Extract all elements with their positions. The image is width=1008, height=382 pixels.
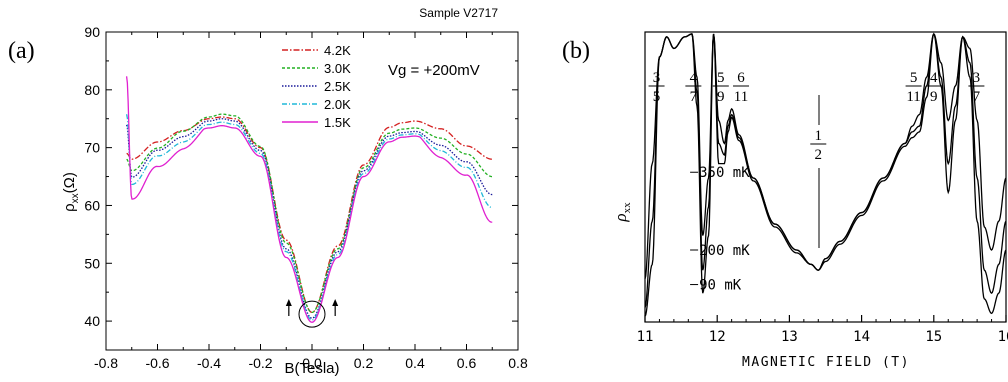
fraction-denominator: 5: [653, 89, 661, 105]
x-axis-b: 11 12 13 14 15 16: [637, 315, 1008, 345]
series-line-1.5K: [125, 76, 493, 323]
zero-field-markers: [285, 299, 339, 328]
x-tick-label-a: 0.8: [508, 355, 528, 371]
fraction-denominator: 9: [930, 89, 938, 105]
y-label-rho-a: ρ: [61, 203, 78, 212]
legend-label-2.5K: 2.5K: [324, 79, 351, 94]
x-axis-label-b: MAGNETIC FIELD (T): [742, 355, 910, 370]
gate-voltage-annotation: Vg = +200mV: [388, 62, 480, 79]
fraction-6-11: 611: [733, 70, 750, 105]
temp-label-350 mK: 350 mK: [699, 165, 750, 181]
legend-label-2.0K: 2.0K: [324, 97, 351, 112]
y-tick-label-a: 70: [84, 140, 100, 156]
x-tick-label-b: 14: [853, 329, 870, 345]
temp-label-90 mK: 90 mK: [699, 278, 742, 294]
fraction-numerator: 5: [910, 70, 918, 86]
panel-a: (a) Sample V2717 -0.8 -0.6 -0.4 -0.2 0.0 0.2 0…: [8, 6, 528, 377]
y-tick-label-a: 50: [84, 255, 100, 271]
field-arrow-head: [285, 299, 292, 306]
plot-frame-a: [105, 31, 519, 351]
zero-field-circle: [298, 300, 326, 328]
temp-label-200 mK: 200 mK: [699, 243, 750, 259]
x-tick-label-b: 11: [637, 329, 654, 345]
fraction-1-2: 12: [810, 128, 827, 163]
y-tick-label-a: 90: [84, 24, 100, 40]
fraction-numerator: 6: [737, 70, 745, 86]
fraction-denominator: 2: [815, 147, 823, 163]
series-line-2.5K: [125, 118, 493, 319]
x-tick-label-b: 12: [709, 329, 726, 345]
fraction-3-5: 35: [648, 70, 665, 105]
fraction-denominator: 9: [717, 89, 725, 105]
legend-label-3.0K: 3.0K: [324, 61, 351, 76]
series-line-3.0K: [126, 113, 493, 314]
legend-label-1.5K: 1.5K: [324, 115, 351, 130]
fraction-4-9: 49: [925, 70, 942, 105]
fraction-denominator: 7: [690, 89, 698, 105]
fraction-5-11: 511: [905, 70, 922, 105]
x-tick-label-b: 16: [998, 329, 1008, 345]
sample-label: Sample V2717: [419, 6, 498, 20]
x-tick-label-a: -0.8: [94, 355, 118, 371]
series-line-2.0K: [125, 114, 493, 321]
y-axis-label-a: ρxx(Ω): [61, 172, 81, 212]
fraction-denominator: 11: [906, 89, 920, 105]
y-label-unit-a: (Ω): [61, 172, 78, 193]
x-tick-label-a: 0.2: [354, 355, 374, 371]
x-tick-label-a: -0.6: [145, 355, 169, 371]
fraction-5-9: 59: [712, 70, 729, 105]
series-group-b: [644, 32, 1007, 317]
legend-label-4.2K: 4.2K: [324, 43, 351, 58]
legend-a: 4.2K 3.0K 2.5K 2.0K 1.5K: [282, 43, 351, 130]
fraction-4-7: 47: [685, 70, 702, 105]
y-tick-label-a: 80: [84, 82, 100, 98]
series-group-a: [125, 76, 493, 323]
y-label-sub-b: xx: [621, 202, 633, 214]
svg-text:ρxx(Ω): ρxx(Ω): [61, 172, 81, 212]
series-line-4.2K: [126, 116, 493, 314]
fraction-numerator: 3: [973, 70, 981, 86]
fraction-numerator: 4: [690, 70, 698, 86]
fraction-numerator: 5: [717, 70, 725, 86]
fraction-numerator: 3: [653, 70, 661, 86]
rho-curve-90 mK: [644, 32, 1007, 317]
y-label-sub-a: xx: [70, 193, 81, 203]
fraction-denominator: 7: [973, 89, 981, 105]
x-axis-label-a: B(Tesla): [284, 360, 339, 377]
fraction-numerator: 1: [815, 128, 823, 144]
fraction-numerator: 4: [930, 70, 938, 86]
x-tick-label-b: 15: [925, 329, 942, 345]
field-arrow-head: [332, 299, 339, 306]
x-tick-label-a: 0.6: [457, 355, 477, 371]
x-tick-label-a: -0.4: [197, 355, 221, 371]
panel-a-label: (a): [8, 38, 35, 64]
fraction-denominator: 11: [734, 89, 748, 105]
x-axis-a: -0.8 -0.6 -0.4 -0.2 0.0 0.2 0.4 0.6 0.8: [94, 32, 528, 371]
temperature-labels: 350 mK 200 mK 90 mK: [690, 165, 750, 294]
y-tick-label-a: 60: [84, 197, 100, 213]
y-axis-label-b: ρxx: [611, 202, 633, 223]
x-tick-label-a: -0.2: [248, 355, 272, 371]
fraction-3-7: 37: [968, 70, 985, 105]
y-axis-a: 40 50 60 70 80 90: [84, 24, 518, 351]
x-tick-label-a: 0.4: [405, 355, 425, 371]
rho-curve-200 mK: [644, 32, 1007, 308]
x-tick-label-b: 13: [781, 329, 798, 345]
x-tick-label-a: 0.0: [302, 355, 322, 371]
plot-frame-b: [644, 31, 1007, 323]
y-label-rho-b: ρ: [611, 213, 630, 222]
svg-text:ρxx: ρxx: [611, 202, 633, 223]
y-tick-label-a: 40: [84, 313, 100, 329]
panel-b-label: (b): [562, 38, 590, 64]
